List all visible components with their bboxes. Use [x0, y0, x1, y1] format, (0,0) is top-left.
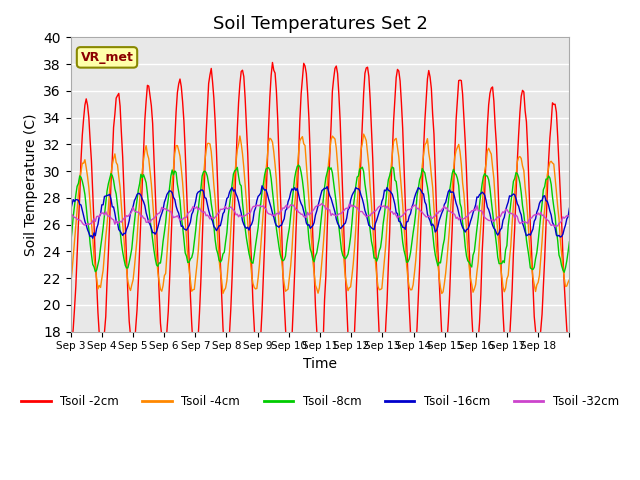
Tsoil -4cm	[499, 284, 507, 289]
Tsoil -4cm	[424, 136, 431, 142]
Tsoil -2cm	[566, 345, 573, 350]
Tsoil -4cm	[360, 131, 367, 137]
Tsoil -16cm	[258, 183, 266, 189]
Tsoil -32cm	[424, 214, 431, 219]
Tsoil -4cm	[438, 290, 445, 296]
Tsoil -8cm	[424, 184, 431, 190]
Tsoil -32cm	[99, 210, 107, 216]
Tsoil -8cm	[84, 217, 92, 223]
Tsoil -4cm	[67, 283, 74, 288]
Tsoil -8cm	[324, 164, 332, 170]
Tsoil -32cm	[498, 211, 506, 216]
Tsoil -4cm	[564, 279, 572, 285]
Tsoil -8cm	[564, 249, 572, 255]
Tsoil -2cm	[564, 339, 572, 345]
Tsoil -8cm	[498, 261, 506, 266]
Tsoil -32cm	[84, 221, 92, 227]
Tsoil -16cm	[67, 207, 74, 213]
Tsoil -32cm	[551, 224, 559, 229]
Tsoil -16cm	[84, 227, 92, 232]
Tsoil -32cm	[564, 213, 572, 219]
Tsoil -32cm	[67, 213, 74, 219]
Tsoil -16cm	[566, 205, 573, 211]
Tsoil -2cm	[326, 153, 333, 158]
Tsoil -8cm	[294, 162, 302, 168]
X-axis label: Time: Time	[303, 357, 337, 371]
Y-axis label: Soil Temperature (C): Soil Temperature (C)	[24, 113, 38, 256]
Tsoil -8cm	[561, 269, 568, 275]
Tsoil -16cm	[100, 193, 108, 199]
Tsoil -4cm	[566, 277, 573, 283]
Line: Tsoil -16cm: Tsoil -16cm	[70, 186, 570, 238]
Tsoil -2cm	[285, 363, 293, 369]
Tsoil -16cm	[564, 214, 572, 219]
Tsoil -8cm	[99, 225, 107, 230]
Tsoil -16cm	[326, 193, 333, 199]
Tsoil -4cm	[84, 174, 92, 180]
Tsoil -4cm	[99, 267, 107, 273]
Tsoil -2cm	[269, 60, 276, 65]
Tsoil -2cm	[499, 310, 507, 315]
Line: Tsoil -2cm: Tsoil -2cm	[70, 62, 570, 366]
Line: Tsoil -4cm: Tsoil -4cm	[70, 134, 570, 293]
Line: Tsoil -8cm: Tsoil -8cm	[70, 165, 570, 272]
Tsoil -2cm	[99, 345, 107, 351]
Legend: Tsoil -2cm, Tsoil -4cm, Tsoil -8cm, Tsoil -16cm, Tsoil -32cm: Tsoil -2cm, Tsoil -4cm, Tsoil -8cm, Tsoi…	[17, 391, 623, 413]
Tsoil -2cm	[67, 338, 74, 344]
Tsoil -32cm	[566, 213, 573, 219]
Line: Tsoil -32cm: Tsoil -32cm	[70, 204, 570, 227]
Tsoil -8cm	[67, 240, 74, 246]
Title: Soil Temperatures Set 2: Soil Temperatures Set 2	[212, 15, 428, 33]
Tsoil -32cm	[324, 207, 332, 213]
Tsoil -16cm	[499, 217, 507, 223]
Tsoil -16cm	[89, 235, 97, 241]
Tsoil -32cm	[318, 201, 326, 206]
Tsoil -4cm	[323, 184, 331, 190]
Tsoil -2cm	[84, 102, 92, 108]
Tsoil -16cm	[425, 215, 433, 221]
Tsoil -8cm	[566, 239, 573, 245]
Text: VR_met: VR_met	[81, 51, 134, 64]
Tsoil -2cm	[425, 68, 433, 73]
